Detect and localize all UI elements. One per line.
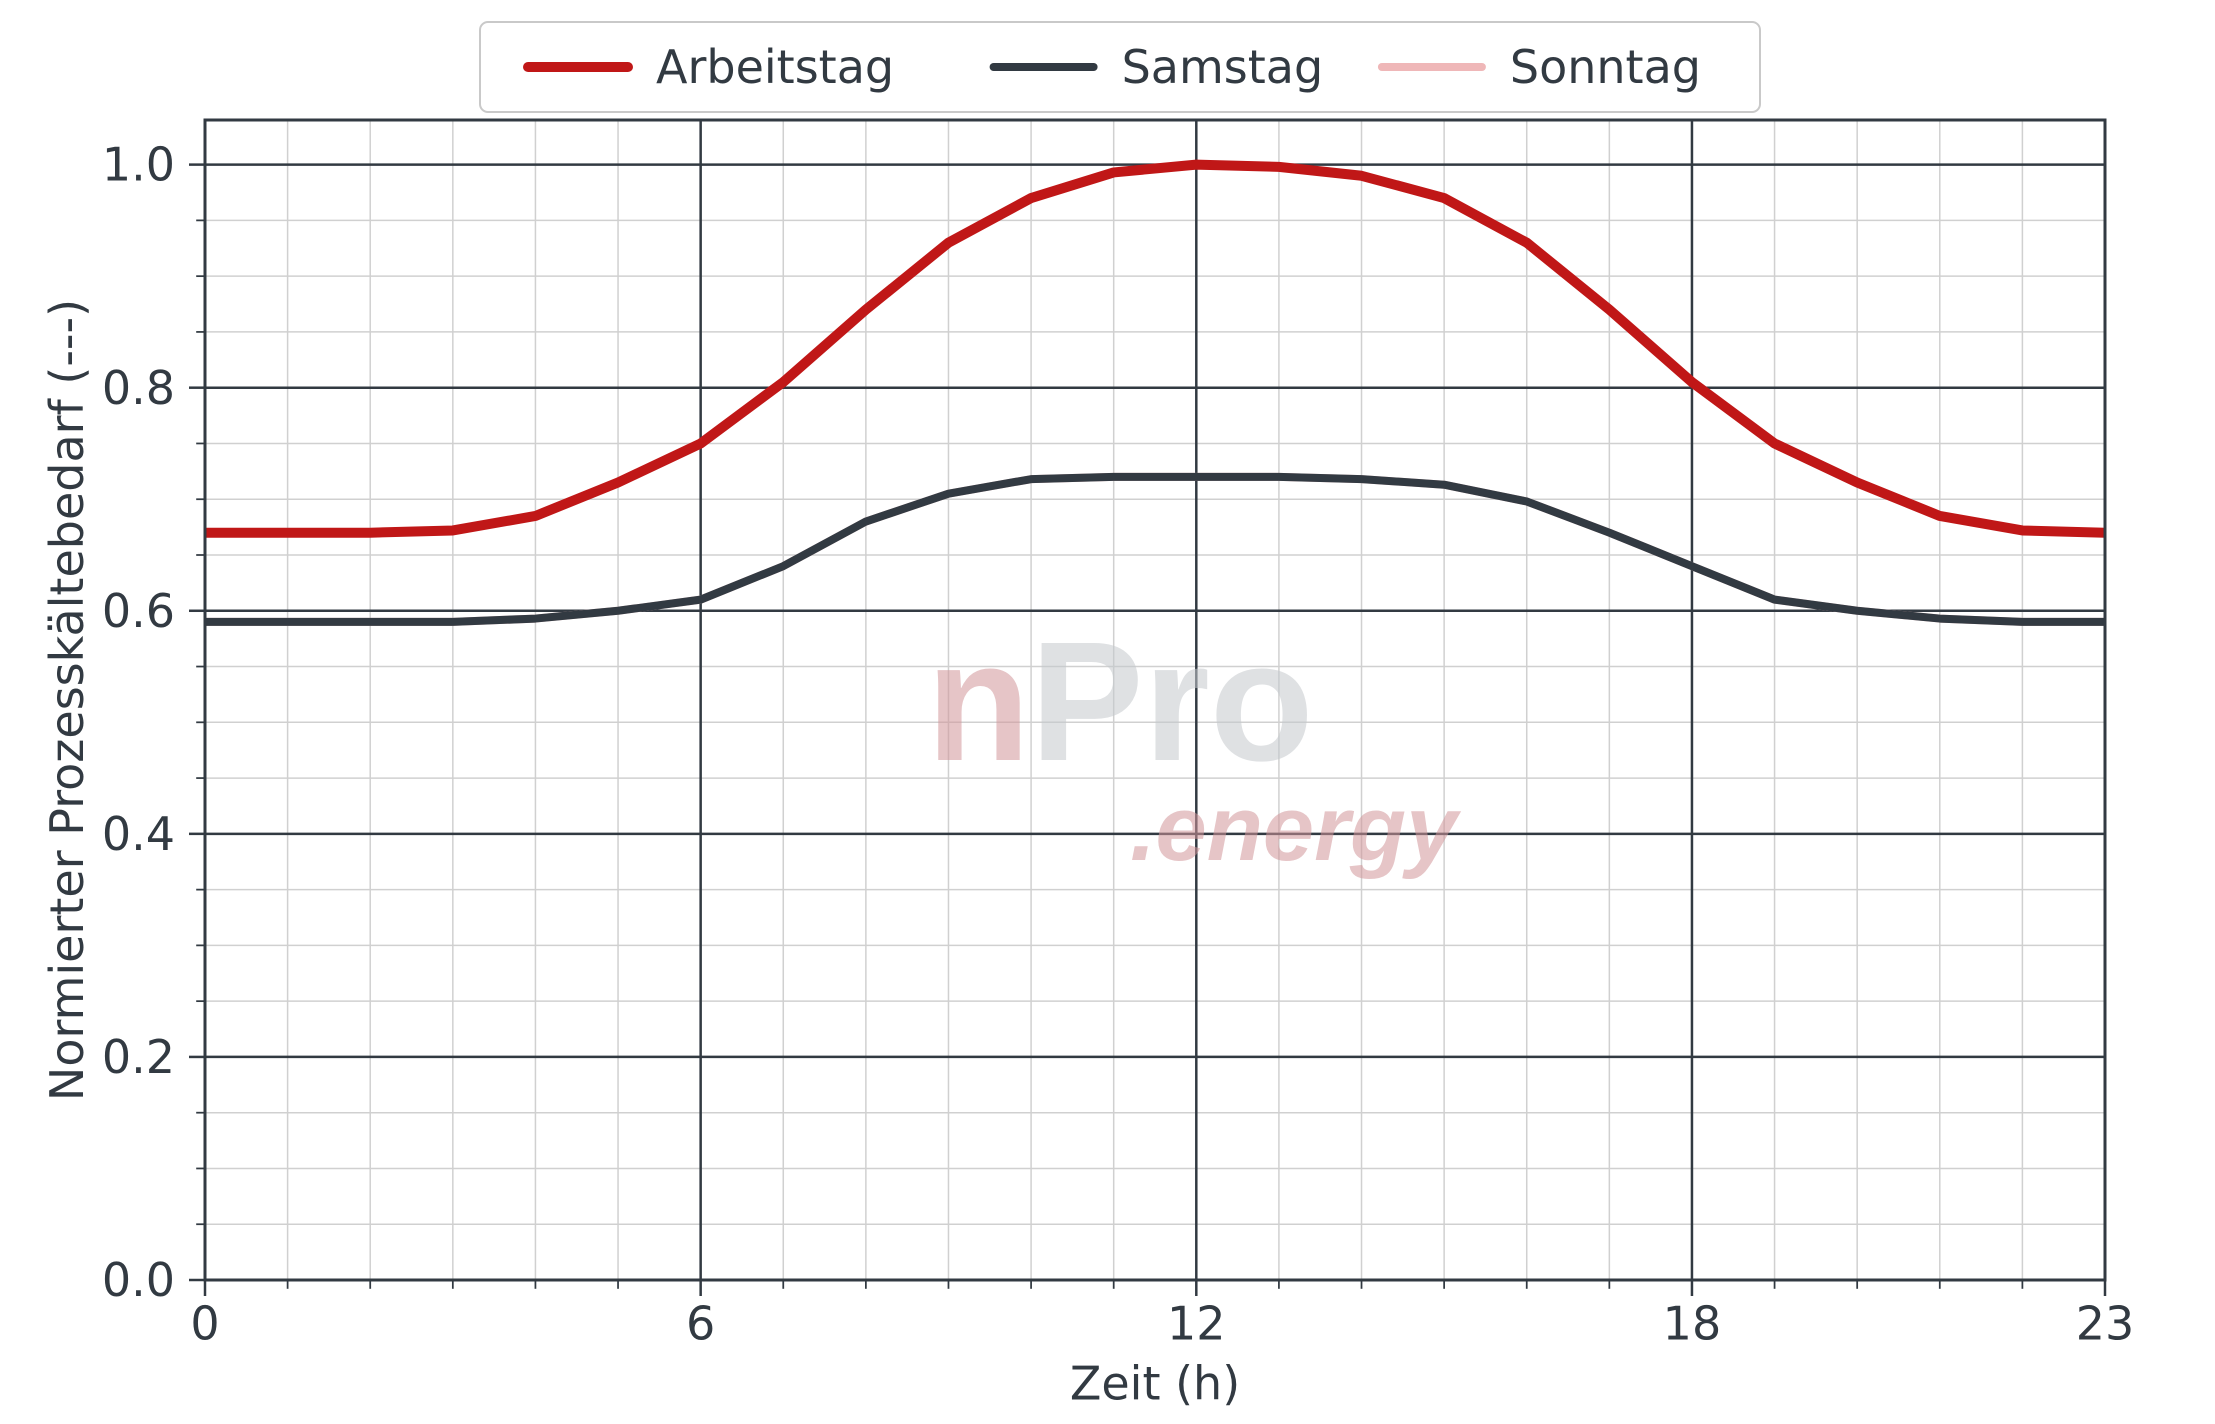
x-axis-label: Zeit (h) [1070,1357,1240,1411]
legend-label: Sonntag [1510,40,1701,94]
y-tick-label: 0.4 [102,807,175,861]
x-tick-label: 23 [2076,1297,2135,1351]
y-tick-label: 0.2 [102,1030,175,1084]
y-axis-label: Normierter Prozesskältebedarf (---) [40,299,94,1101]
x-tick-label: 6 [686,1297,715,1351]
y-tick-label: 1.0 [102,138,175,192]
chart-container: nPro.energy 0 6 12 18 23 0.0 0.2 0.4 0.6 0.8 1.0 Zei… [0,0,2215,1424]
y-tick-label: 0.0 [102,1253,175,1307]
svg-text:.energy: .energy [1130,778,1461,880]
svg-text:nPro: nPro [926,607,1313,797]
legend-label: Arbeitstag [656,40,894,94]
x-tick-label: 12 [1167,1297,1226,1351]
legend-label: Samstag [1122,40,1324,94]
x-tick-label: 18 [1663,1297,1722,1351]
legend: Arbeitstag Samstag Sonntag [480,22,1760,112]
x-tick-label: 0 [190,1297,219,1351]
y-tick-label: 0.6 [102,584,175,638]
y-tick-label: 0.8 [102,361,175,415]
line-chart: nPro.energy 0 6 12 18 23 0.0 0.2 0.4 0.6 0.8 1.0 Zei… [0,0,2215,1424]
